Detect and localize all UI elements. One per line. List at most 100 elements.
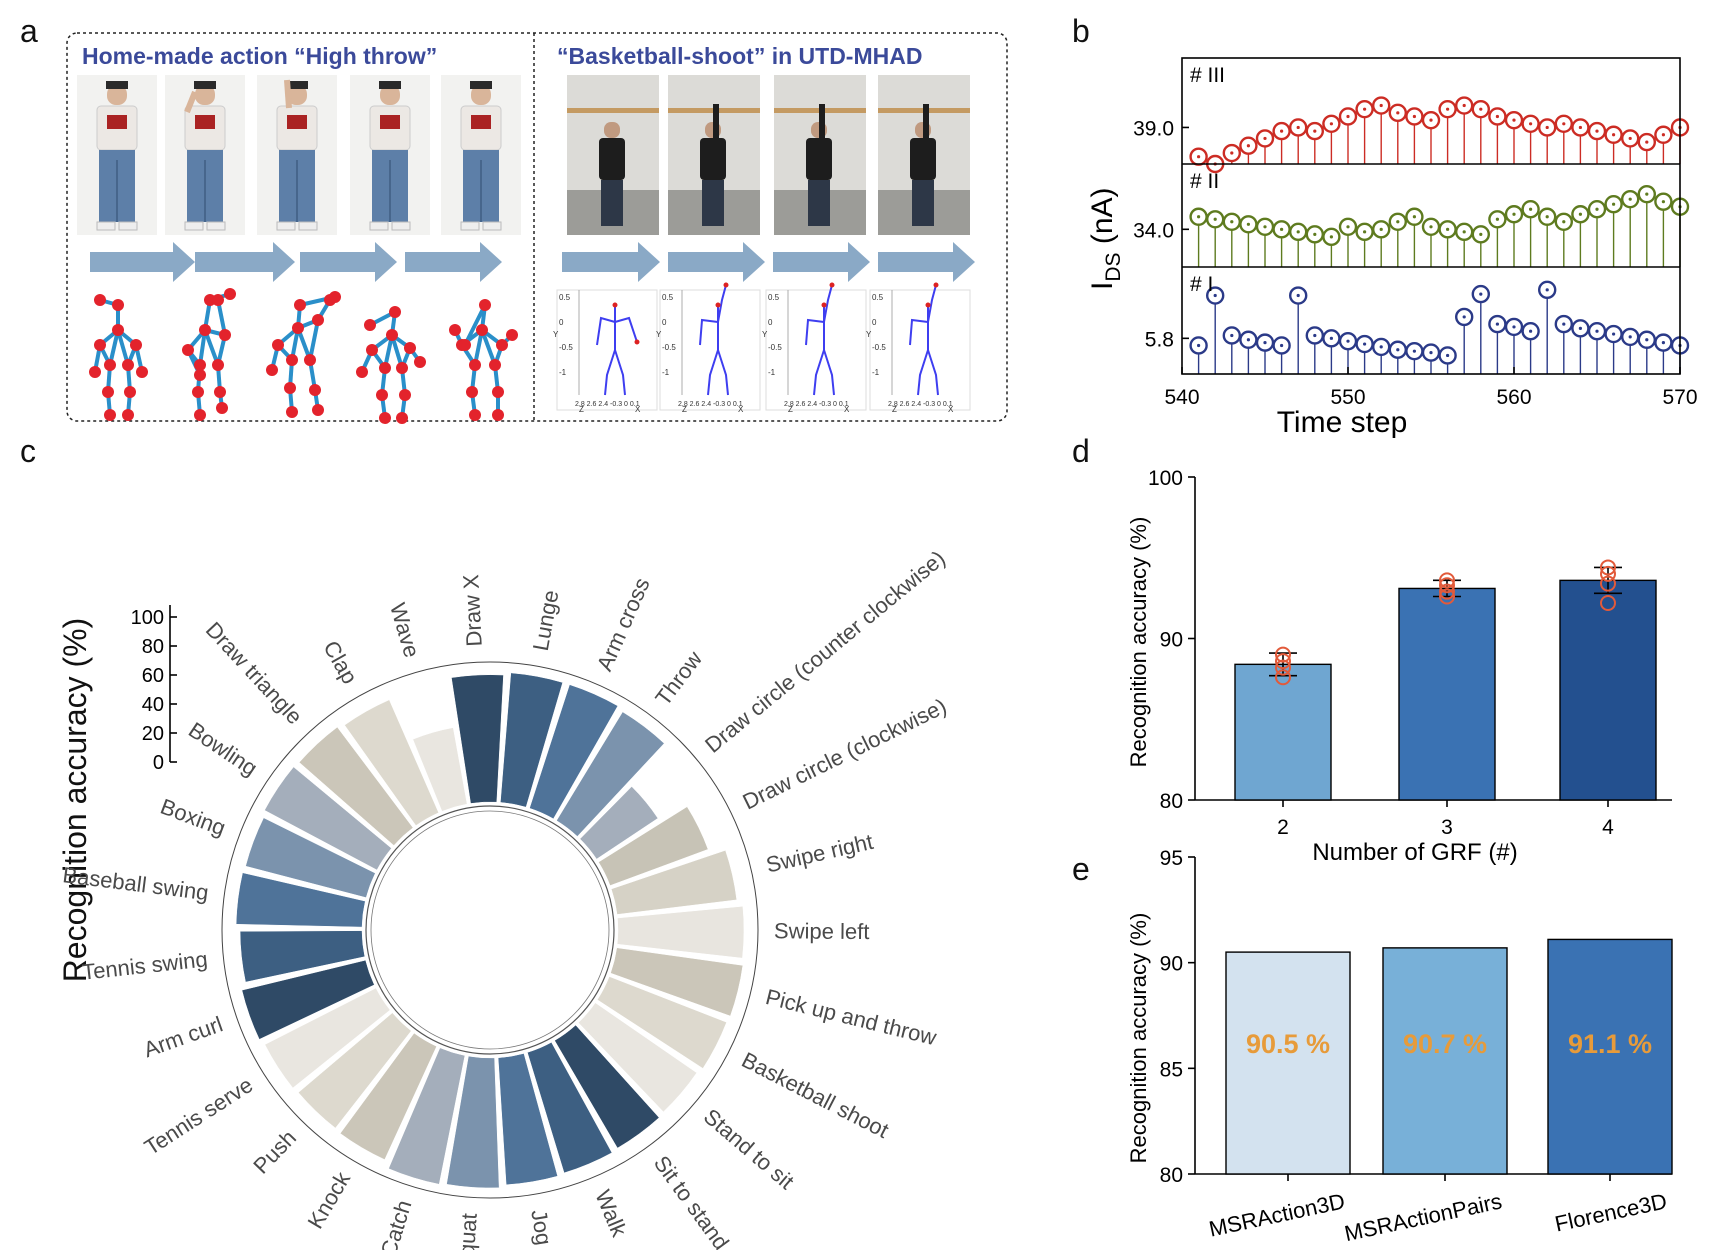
- data-point-center: [1280, 227, 1284, 231]
- skeleton-hand: [723, 282, 729, 288]
- polar-bar: [497, 1053, 558, 1186]
- shoe-right: [206, 221, 226, 231]
- mini-plot-z: Z: [682, 405, 687, 414]
- data-point-center: [1512, 325, 1516, 329]
- radial-tick-label: 60: [142, 665, 164, 687]
- person-head: [604, 122, 620, 138]
- series-name: # II: [1190, 170, 1219, 193]
- x-tick-label: MSRActionPairs: [1342, 1188, 1504, 1246]
- skeleton-joint: [136, 366, 148, 378]
- x-tick-label: Florence3D: [1553, 1188, 1669, 1236]
- skeleton-joint: [304, 354, 316, 366]
- skeleton: [449, 299, 518, 421]
- skeleton-joint: [364, 319, 376, 331]
- data-point-center: [1197, 215, 1201, 219]
- raised-arm: [184, 90, 198, 114]
- arrow-shape: [562, 242, 660, 282]
- person-head: [471, 85, 491, 105]
- data-label: 90.7 %: [1403, 1029, 1487, 1059]
- skeleton-joint: [94, 339, 106, 351]
- panel-b-xlabel: Time step: [1277, 406, 1408, 439]
- shoe-left: [184, 221, 204, 231]
- data-point-center: [1246, 144, 1250, 148]
- person-shirt: [806, 138, 832, 180]
- mini-3d-plot: 0.5 0 -0.5 -1 Y 2.8 2.6 2.4 -0.3 0 0.1Z X: [656, 282, 761, 414]
- skeleton-joint: [312, 404, 324, 416]
- skeleton-joint: [122, 359, 134, 371]
- skeleton-arm: [823, 284, 833, 323]
- mini-plot-tick: -1: [768, 368, 776, 377]
- mini-plot-tick: -0.5: [872, 343, 886, 352]
- data-point-center: [1363, 107, 1367, 111]
- skeleton-joint: [294, 299, 306, 311]
- skeleton-arm: [717, 284, 727, 323]
- data-point-center: [1479, 232, 1483, 236]
- category-label: Squat: [453, 1212, 482, 1250]
- shoe-right: [391, 221, 411, 231]
- data-point-center: [1645, 192, 1649, 196]
- skeleton-joint: [194, 359, 206, 371]
- data-point-center: [1313, 129, 1317, 133]
- data-point-center: [1280, 343, 1284, 348]
- skeleton-leg: [813, 349, 825, 396]
- skeleton-joint: [492, 386, 504, 398]
- ylabel-sub: DS: [1102, 252, 1125, 281]
- photo-frame: [878, 75, 970, 235]
- data-point-center: [1379, 345, 1383, 349]
- skeleton-head: [612, 302, 618, 308]
- data-point-center: [1545, 215, 1549, 219]
- mini-plot-tick: 0.5: [662, 293, 674, 302]
- category-label: Basketball shoot: [738, 1047, 893, 1143]
- x-tick-label: 540: [1164, 386, 1199, 409]
- data-point-center: [1578, 212, 1582, 216]
- mini-plot-x: X: [844, 405, 850, 414]
- category-label: Tennis serve: [140, 1072, 257, 1160]
- person-head: [195, 85, 215, 105]
- category-label: Tennis swing: [81, 946, 209, 984]
- skeleton-joint: [309, 384, 321, 396]
- data-point-center: [1595, 329, 1599, 333]
- data-point-center: [1628, 136, 1632, 141]
- skeleton-joint: [496, 339, 508, 351]
- photo-frame: [77, 75, 157, 235]
- data-point-center: [1446, 353, 1450, 358]
- data-point-center: [1263, 341, 1267, 345]
- mini-plot-tick: -1: [662, 368, 670, 377]
- data-point-center: [1529, 207, 1533, 211]
- data-point-center: [1213, 293, 1217, 298]
- category-label: Catch: [376, 1197, 417, 1250]
- panel-label-c: c: [20, 433, 36, 469]
- mini-plot-box: [659, 289, 761, 411]
- person-head: [380, 85, 400, 105]
- skeleton-joint: [102, 386, 114, 398]
- data-point-center: [1446, 227, 1450, 231]
- category-label: Walk: [590, 1186, 632, 1241]
- skeleton-leg: [604, 349, 616, 396]
- polar-bar: [500, 672, 564, 808]
- category-label: Draw triangle: [201, 617, 307, 729]
- photo-frame: [668, 75, 760, 235]
- series-name: # III: [1190, 64, 1225, 87]
- skeleton-joint: [492, 409, 504, 421]
- x-tick-label: 3: [1441, 816, 1453, 839]
- shoe-right: [298, 221, 318, 231]
- data-point-center: [1645, 140, 1649, 144]
- skeleton-joint: [506, 329, 518, 341]
- panel-d-chart: Recognition accuracy (%) Number of GRF (…: [1126, 467, 1672, 866]
- replicate-point: [1600, 559, 1616, 576]
- skeleton-joint: [112, 299, 124, 311]
- photo-frame: [257, 75, 337, 235]
- mini-plot-box: [869, 289, 971, 411]
- replicate-point: [1439, 577, 1455, 594]
- mini-plot-xticks: 2.8 2.6 2.4 -0.3 0 0.1: [784, 401, 849, 408]
- mini-plot-xticks: 2.8 2.6 2.4 -0.3 0 0.1: [678, 401, 743, 408]
- arrow-shape: [195, 242, 295, 282]
- skeleton-joint: [292, 322, 304, 334]
- data-point-center: [1329, 336, 1333, 340]
- data-point-center: [1612, 133, 1616, 137]
- shirt-print: [107, 115, 127, 129]
- panel-d-ylabel: Recognition accuracy (%): [1126, 517, 1151, 768]
- category-label: Swipe right: [764, 829, 876, 878]
- y-tick-label: 80: [1160, 1164, 1183, 1187]
- skeleton-joint: [219, 329, 231, 341]
